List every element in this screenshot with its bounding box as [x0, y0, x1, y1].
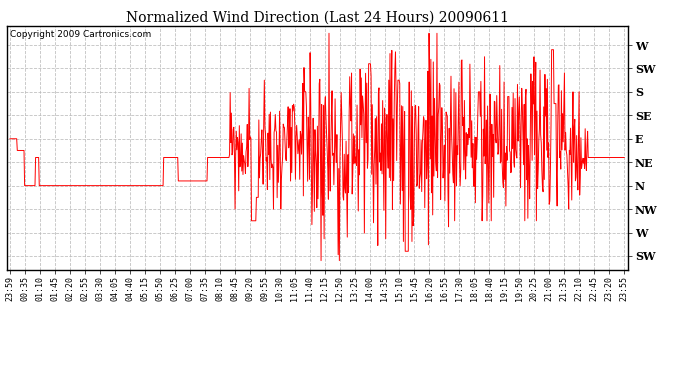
Title: Normalized Wind Direction (Last 24 Hours) 20090611: Normalized Wind Direction (Last 24 Hours… — [126, 11, 509, 25]
Text: Copyright 2009 Cartronics.com: Copyright 2009 Cartronics.com — [10, 30, 151, 39]
